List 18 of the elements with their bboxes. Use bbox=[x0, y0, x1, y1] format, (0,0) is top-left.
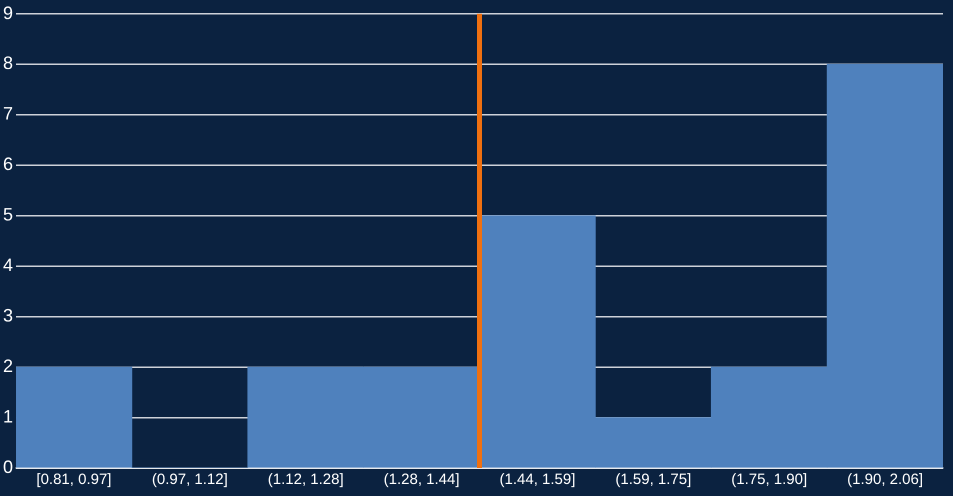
x-tick-label: (1.28, 1.44] bbox=[384, 471, 460, 488]
x-tick-label: (1.12, 1.28] bbox=[268, 471, 344, 488]
x-tick-label: [0.81, 0.97] bbox=[36, 471, 112, 488]
y-tick-label: 5 bbox=[2, 204, 14, 225]
y-tick-label: 1 bbox=[2, 406, 14, 426]
y-tick-label: 0 bbox=[2, 456, 14, 477]
x-tick-label: (1.75, 1.90] bbox=[731, 471, 808, 488]
y-tick-label: 6 bbox=[2, 154, 14, 174]
y-tick-label: 8 bbox=[2, 53, 14, 74]
y-tick-label: 9 bbox=[2, 2, 14, 23]
y-tick-label: 2 bbox=[2, 356, 14, 376]
x-tick-label: (1.90, 2.06] bbox=[847, 471, 924, 488]
x-tick-label: (1.44, 1.59] bbox=[499, 471, 576, 488]
y-tick-label: 3 bbox=[2, 306, 14, 326]
y-tick-label: 4 bbox=[2, 255, 14, 276]
y-tick-label: 7 bbox=[2, 104, 14, 124]
x-tick-label: (1.59, 1.75] bbox=[615, 471, 692, 488]
x-tick-label: (0.97, 1.12] bbox=[152, 471, 228, 488]
